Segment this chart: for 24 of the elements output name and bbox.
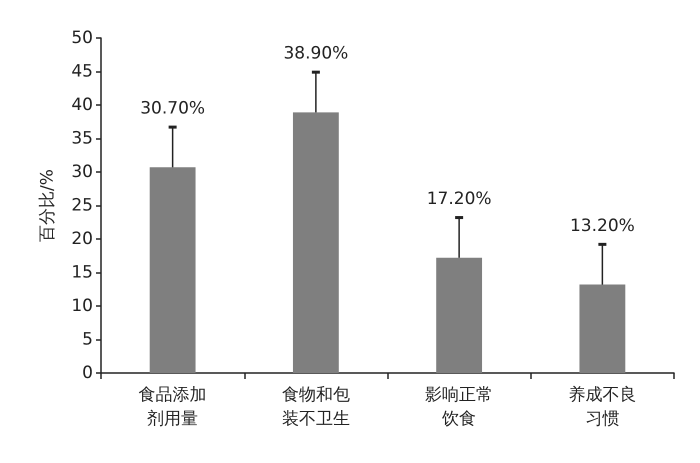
y-axis-title: 百分比/%	[38, 169, 58, 242]
x-tick-label: 食物和包装不卫生	[282, 385, 350, 429]
x-tick-label: 影响正常饮食	[425, 385, 494, 429]
bar	[150, 167, 196, 373]
data-label: 38.90%	[283, 44, 348, 64]
y-tick-label: 50	[71, 28, 93, 48]
y-tick-label: 30	[71, 162, 93, 182]
y-tick-label: 40	[71, 95, 93, 115]
data-label: 30.70%	[140, 98, 206, 119]
y-tick-label: 20	[71, 229, 93, 249]
y-tick-label: 10	[71, 296, 93, 316]
y-tick-label: 0	[82, 363, 93, 383]
x-tick-label: 食品添加剂用量	[138, 385, 207, 429]
y-tick-label: 45	[71, 62, 93, 82]
data-label: 13.20%	[570, 216, 635, 236]
bar	[292, 112, 339, 373]
bar	[436, 258, 482, 373]
x-tick-label: 养成不良习惯	[568, 385, 636, 429]
bar	[579, 284, 626, 373]
data-label: 17.20%	[426, 189, 492, 210]
y-tick-label: 15	[71, 262, 93, 282]
y-tick-label: 35	[71, 128, 93, 148]
y-tick-label: 25	[71, 196, 93, 216]
y-tick-label: 5	[82, 330, 93, 350]
